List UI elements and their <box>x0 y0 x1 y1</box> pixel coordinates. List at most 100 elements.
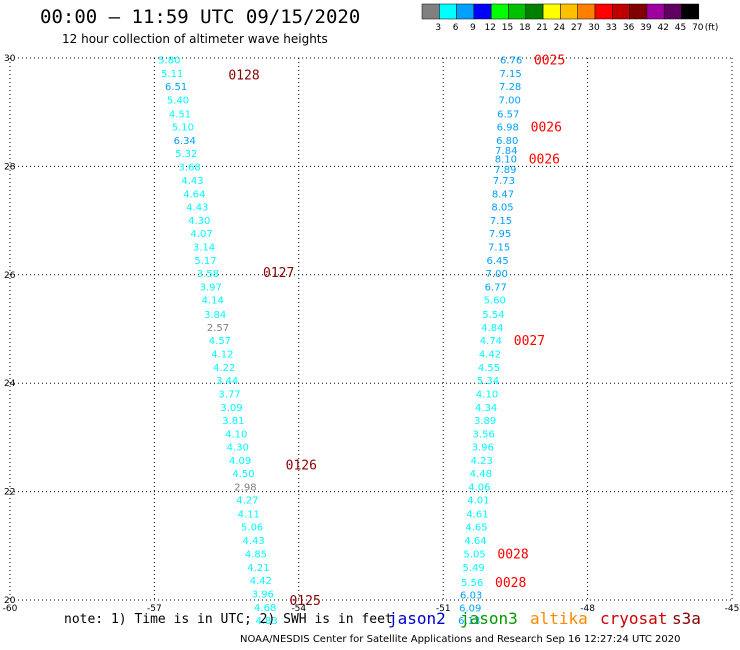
track-time-label: 0127 <box>263 266 294 281</box>
data-point-label: 5.54 <box>482 310 504 321</box>
x-tick-label: -51 <box>436 604 451 614</box>
data-point-label: 3.09 <box>220 403 242 414</box>
y-tick-label: 28 <box>4 162 16 172</box>
legend-bin-label: 27 <box>571 23 582 33</box>
legend-bin-label: 39 <box>640 23 652 33</box>
data-point-label: 4.43 <box>181 176 203 187</box>
data-point-label: 3.97 <box>200 283 222 294</box>
data-point-label: 4.85 <box>245 549 267 560</box>
data-point-label: 5.17 <box>194 256 216 267</box>
chart-subtitle: 12 hour collection of altimeter wave hei… <box>62 32 328 46</box>
legend-bin-label: 70 <box>692 23 704 33</box>
data-point-label: 6.13 <box>458 616 480 627</box>
data-point-label: 4.64 <box>464 536 486 547</box>
legend-swatch <box>439 3 457 20</box>
data-point-label: 5.32 <box>175 149 197 160</box>
y-tick-label: 22 <box>4 488 15 498</box>
data-point-label: 4.06 <box>468 483 490 494</box>
legend-swatch <box>646 3 665 20</box>
data-point-label: 7.00 <box>499 96 521 107</box>
data-point-label: 6.57 <box>497 109 519 120</box>
data-point-label: 4.43 <box>242 536 264 547</box>
y-tick-label: 20 <box>4 596 16 606</box>
track-time-label: 0128 <box>228 68 259 83</box>
legend-swatch <box>490 3 509 20</box>
data-point-label: 3.44 <box>216 376 238 387</box>
data-point-label: 4.01 <box>467 496 489 507</box>
data-point-label: 7.28 <box>499 82 521 93</box>
legend-bin-label: 42 <box>657 23 668 33</box>
data-point-label: 3.96 <box>252 589 274 600</box>
data-point-label: 7.73 <box>493 176 515 187</box>
data-point-label: 5.05 <box>463 549 485 560</box>
data-point-label: 3.96 <box>472 443 494 454</box>
track-time-label: 0026 <box>529 152 560 167</box>
data-point-label: 6.98 <box>497 122 519 133</box>
data-point-label: 4.12 <box>211 349 233 360</box>
legend-bin-label: 9 <box>470 23 476 33</box>
x-tick-label: -45 <box>725 604 740 614</box>
legend-bin-label: 6 <box>453 23 459 33</box>
data-point-label: 3.77 <box>218 389 240 400</box>
data-point-label: 4.68 <box>254 603 276 614</box>
track-time-label: 0026 <box>531 120 562 135</box>
data-point-label: 5.49 <box>462 563 484 574</box>
data-point-label: 4.30 <box>227 443 249 454</box>
data-point-label: 5.34 <box>477 376 499 387</box>
legend-swatch <box>542 3 561 20</box>
data-point-label: 4.10 <box>476 389 498 400</box>
legend-bin-label: 36 <box>623 23 635 33</box>
data-point-label: 4.10 <box>225 430 247 441</box>
data-point-label: 6.34 <box>174 136 196 147</box>
data-point-label: 7.84 <box>495 146 517 157</box>
legend-bin-label: 15 <box>502 23 513 33</box>
legend-bin-label: 21 <box>536 23 547 33</box>
data-point-label: 2.98 <box>234 483 256 494</box>
data-point-label: 4.27 <box>236 496 258 507</box>
legend-swatch <box>577 3 596 20</box>
data-point-label: 4.09 <box>229 456 251 467</box>
track-time-label: 0028 <box>495 576 526 591</box>
x-tick-label: -60 <box>3 604 18 614</box>
legend-swatch <box>681 3 700 20</box>
track-time-label: 0028 <box>497 547 528 562</box>
data-point-label: 4.30 <box>188 216 210 227</box>
data-point-label: 4.11 <box>238 509 260 520</box>
data-point-label: 4.34 <box>475 403 497 414</box>
data-point-label: 4.57 <box>209 336 231 347</box>
data-point-label: 4.14 <box>202 296 224 307</box>
legend-swatch <box>473 3 492 20</box>
data-point-label: 4.65 <box>465 522 487 533</box>
footer-credit: NOAA/NESDIS Center for Satellite Applica… <box>240 634 681 645</box>
data-point-label: 6.03 <box>460 591 482 602</box>
legend-swatch <box>594 3 613 20</box>
chart-title: 00:00 – 11:59 UTC 09/15/2020 <box>40 6 361 28</box>
data-point-label: 4.55 <box>478 363 500 374</box>
data-point-label: 4.22 <box>213 363 235 374</box>
data-point-label: 4.84 <box>481 323 503 334</box>
data-point-label: 6.51 <box>165 82 187 93</box>
data-point-label: 4.07 <box>191 229 213 240</box>
data-point-label: 5.60 <box>484 296 506 307</box>
legend-swatch <box>612 3 630 20</box>
data-point-label: 5.10 <box>172 122 194 133</box>
data-point-label: 3.14 <box>193 243 215 254</box>
data-point-label: 2.57 <box>207 323 229 334</box>
data-point-label: 4.83 <box>255 616 277 627</box>
data-point-label: 4.51 <box>169 109 191 120</box>
data-point-label: 8.10 <box>495 154 517 165</box>
data-point-label: 6.80 <box>496 136 518 147</box>
y-tick-label: 26 <box>4 271 16 281</box>
data-point-label: 5.40 <box>167 96 189 107</box>
track-time-label: 0027 <box>514 334 545 349</box>
x-tick-label: -54 <box>291 604 306 614</box>
data-point-label: 4.42 <box>250 576 272 587</box>
data-point-label: 7.15 <box>500 69 522 80</box>
satellite-label-s3a: s3a <box>672 609 701 628</box>
data-point-label: 7.95 <box>489 229 511 240</box>
legend-bin-label: 45 <box>675 23 686 33</box>
satellite-label-jason3: jason3 <box>460 609 518 628</box>
data-point-label: 4.48 <box>470 469 492 480</box>
data-point-label: 6.77 <box>485 283 507 294</box>
